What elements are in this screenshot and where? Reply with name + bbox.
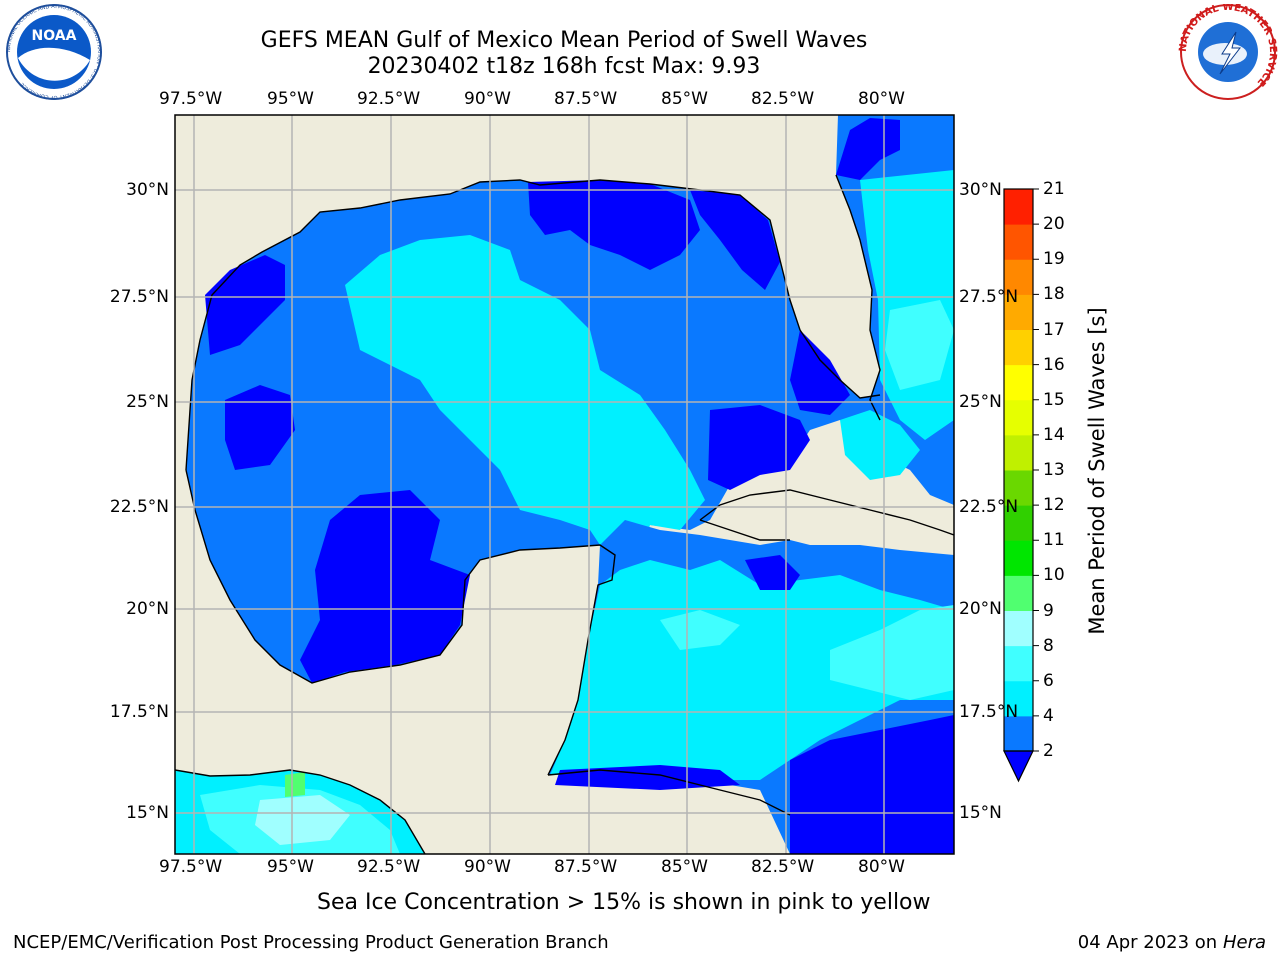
footer-date: 04 Apr 2023 on Hera xyxy=(1077,932,1266,953)
colorbar-tick-label: 10 xyxy=(1043,565,1065,586)
colorbar-segment xyxy=(1004,364,1033,401)
caribbean-high-period-patches xyxy=(660,605,954,700)
colorbar-segment xyxy=(1004,645,1033,682)
colorbar-tick-label: 19 xyxy=(1043,249,1065,270)
colorbar-tick-label: 20 xyxy=(1043,214,1065,235)
map-area xyxy=(175,115,954,854)
colorbar-segment xyxy=(1004,294,1033,330)
lon-tick-top: 97.5°W xyxy=(159,89,223,109)
colorbar-segment xyxy=(1004,505,1033,541)
lon-tick-bottom: 80°W xyxy=(858,857,905,877)
lon-tick-bottom: 85°W xyxy=(661,857,708,877)
colorbar-tick-label: 12 xyxy=(1043,495,1065,516)
lon-tick-bottom: 95°W xyxy=(267,857,314,877)
lon-tick-top: 90°W xyxy=(464,89,511,109)
lon-tick-top: 92.5°W xyxy=(357,89,421,109)
caribbean-mid-period-band xyxy=(550,560,954,780)
svg-text:NOAA: NOAA xyxy=(32,28,77,44)
colorbar-label: Mean Period of Swell Waves [s] xyxy=(1085,307,1109,635)
lon-tick-bottom: 90°W xyxy=(464,857,511,877)
lat-tick-left: 30°N xyxy=(126,180,169,200)
lat-tick-right: 27.5°N xyxy=(959,287,1019,307)
colorbar-segment xyxy=(1004,610,1033,647)
lat-tick-right: 22.5°N xyxy=(959,497,1019,517)
colorbar-tick-label: 21 xyxy=(1043,179,1065,199)
lat-tick-left: 17.5°N xyxy=(109,702,169,722)
lat-tick-right: 17.5°N xyxy=(959,702,1019,722)
graticule xyxy=(175,115,954,854)
chart-title: GEFS MEAN Gulf of Mexico Mean Period of … xyxy=(260,28,868,53)
colorbar-extend-triangle xyxy=(1003,750,1034,783)
colorbar-tick-label: 18 xyxy=(1043,284,1065,305)
colorbar-tick-label: 8 xyxy=(1043,635,1054,656)
colorbar-segment xyxy=(1004,329,1033,366)
gulf-low-period-patches xyxy=(205,180,810,683)
map-frame xyxy=(174,114,955,855)
coastlines xyxy=(175,174,954,854)
colorbar-tick-label: 14 xyxy=(1043,424,1065,445)
colorbar-segment xyxy=(1004,224,1033,260)
lat-tick-right: 30°N xyxy=(959,180,1002,200)
colorbar-tick-label: 17 xyxy=(1043,319,1065,340)
gulf-mid-period-band xyxy=(345,235,705,580)
noaa-logo: NATIONAL OCEANIC AND ATMOSPHERIC ADMINIS… xyxy=(6,4,102,100)
lat-tick-left: 20°N xyxy=(126,599,169,619)
colorbar-tick-label: 4 xyxy=(1043,705,1054,726)
lon-tick-bottom: 97.5°W xyxy=(159,857,223,877)
colorbar-segment xyxy=(1004,715,1033,752)
lat-tick-left: 15°N xyxy=(126,803,169,823)
lon-tick-top: 82.5°W xyxy=(751,89,815,109)
colorbar-segment xyxy=(1004,680,1033,717)
lon-tick-bottom: 92.5°W xyxy=(357,857,421,877)
lat-tick-left: 27.5°N xyxy=(109,287,169,307)
colorbar xyxy=(1003,188,1039,783)
lat-tick-right: 15°N xyxy=(959,803,1002,823)
lon-tick-top: 87.5°W xyxy=(554,89,618,109)
colorbar-segment xyxy=(1004,575,1033,611)
colorbar-tick-label: 2 xyxy=(1043,741,1054,761)
colorbar-segment xyxy=(1004,189,1033,225)
colorbar-tick-label: 11 xyxy=(1043,530,1065,551)
lon-tick-top: 85°W xyxy=(661,89,708,109)
lon-tick-top: 95°W xyxy=(267,89,314,109)
lat-tick-left: 22.5°N xyxy=(109,497,169,517)
lon-tick-bottom: 87.5°W xyxy=(554,857,618,877)
colorbar-tick-label: 15 xyxy=(1043,389,1065,410)
lon-tick-top: 80°W xyxy=(858,89,905,109)
lat-tick-left: 25°N xyxy=(126,392,169,412)
lon-tick-bottom: 82.5°W xyxy=(751,857,815,877)
nws-logo: NATIONAL WEATHER SERVICE xyxy=(1178,4,1278,100)
colorbar-segment xyxy=(1004,470,1033,506)
colorbar-tick-label: 6 xyxy=(1043,670,1054,691)
colorbar-tick-label: 9 xyxy=(1043,600,1054,621)
colorbar-tick-label: 16 xyxy=(1043,354,1065,375)
colorbar-segment xyxy=(1004,399,1033,436)
colorbar-segment xyxy=(1004,434,1033,471)
chart-subtitle: 20230402 t18z 168h fcst Max: 9.93 xyxy=(367,54,761,79)
sea-ice-note: Sea Ice Concentration > 15% is shown in … xyxy=(317,890,931,915)
colorbar-segment xyxy=(1004,540,1033,576)
lat-tick-right: 25°N xyxy=(959,392,1002,412)
lat-tick-right: 20°N xyxy=(959,599,1002,619)
footer-host: Hera xyxy=(1222,932,1266,953)
footer-credit: NCEP/EMC/Verification Post Processing Pr… xyxy=(13,932,609,953)
colorbar-segment xyxy=(1004,259,1033,295)
colorbar-tick-label: 13 xyxy=(1043,460,1065,480)
